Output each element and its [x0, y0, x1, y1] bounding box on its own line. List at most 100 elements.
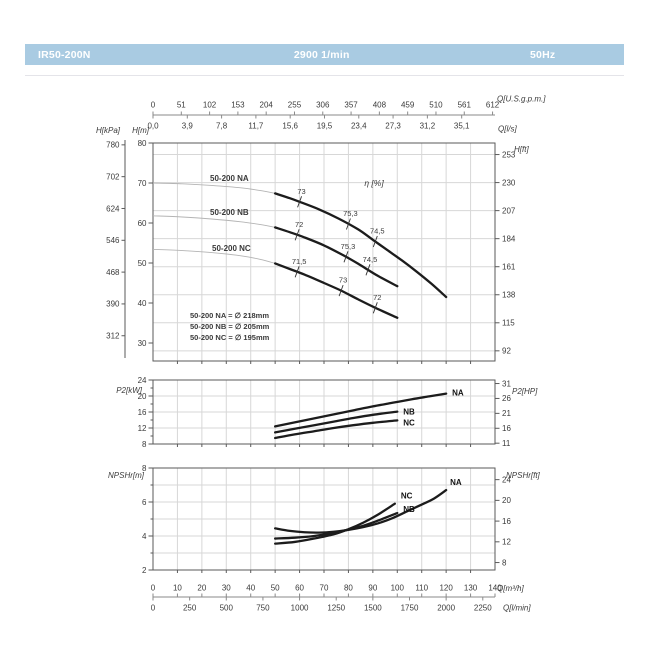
svg-text:459: 459	[401, 101, 415, 110]
svg-text:70: 70	[320, 584, 329, 593]
svg-text:60: 60	[295, 584, 304, 593]
pump-model-label: IR50-200N	[38, 48, 91, 61]
svg-text:0: 0	[151, 101, 156, 110]
svg-text:21: 21	[502, 409, 511, 418]
svg-text:612: 612	[486, 101, 500, 110]
svg-text:12: 12	[138, 424, 147, 433]
svg-text:0: 0	[151, 584, 156, 593]
svg-text:468: 468	[106, 268, 120, 277]
curve-NA: NA	[273, 389, 464, 428]
svg-text:4: 4	[142, 532, 147, 541]
svg-text:40: 40	[246, 584, 255, 593]
svg-text:27,3: 27,3	[385, 122, 401, 131]
svg-text:624: 624	[106, 204, 120, 213]
svg-text:40: 40	[138, 299, 147, 308]
curve-NC: 71,5 73 72 50-200 NC	[152, 244, 399, 319]
svg-text:50-200 NB = ∅ 205mm: 50-200 NB = ∅ 205mm	[190, 322, 270, 331]
svg-text:24: 24	[138, 376, 147, 385]
svg-text:20: 20	[502, 496, 511, 505]
svg-text:NC: NC	[401, 492, 413, 501]
svg-text:750: 750	[256, 604, 270, 613]
svg-text:390: 390	[106, 300, 120, 309]
svg-text:20: 20	[197, 584, 206, 593]
pump-frequency-label: 50Hz	[530, 48, 556, 61]
svg-text:75,3: 75,3	[343, 209, 358, 218]
svg-text:NA: NA	[450, 478, 462, 487]
svg-text:20: 20	[138, 392, 147, 401]
svg-text:31: 31	[502, 379, 511, 388]
svg-text:50: 50	[138, 259, 147, 268]
svg-text:H[ft]: H[ft]	[514, 145, 529, 154]
svg-text:92: 92	[502, 347, 511, 356]
svg-text:74,5: 74,5	[363, 255, 378, 264]
svg-text:546: 546	[106, 236, 120, 245]
svg-text:357: 357	[344, 101, 358, 110]
svg-text:306: 306	[316, 101, 330, 110]
svg-text:6: 6	[142, 498, 147, 507]
svg-text:26: 26	[502, 394, 511, 403]
head-chart: 80 70 60 50 40 30 780 702 624 546 468 390 312 253 230 2…	[96, 126, 529, 364]
svg-text:253: 253	[502, 150, 516, 159]
svg-text:120: 120	[439, 584, 453, 593]
svg-text:NPSHr[ft]: NPSHr[ft]	[506, 471, 541, 480]
svg-text:1500: 1500	[364, 604, 382, 613]
svg-text:Q[U.S.g.p.m.]: Q[U.S.g.p.m.]	[497, 95, 546, 104]
svg-text:312: 312	[106, 332, 120, 341]
svg-text:73: 73	[339, 276, 347, 285]
svg-text:184: 184	[502, 234, 516, 243]
svg-text:74,5: 74,5	[370, 227, 385, 236]
svg-text:60: 60	[138, 219, 147, 228]
svg-text:NB: NB	[403, 505, 415, 514]
svg-text:138: 138	[502, 291, 516, 300]
svg-text:8: 8	[502, 558, 507, 567]
svg-text:250: 250	[183, 604, 197, 613]
svg-text:70: 70	[138, 179, 147, 188]
svg-text:115: 115	[502, 319, 515, 328]
svg-text:H[m]: H[m]	[132, 126, 150, 135]
svg-text:50: 50	[271, 584, 280, 593]
svg-text:50-200 NC: 50-200 NC	[212, 244, 251, 253]
svg-text:90: 90	[368, 584, 377, 593]
svg-text:NB: NB	[403, 408, 415, 417]
svg-text:510: 510	[429, 101, 443, 110]
svg-text:31,2: 31,2	[420, 122, 436, 131]
svg-text:153: 153	[231, 101, 245, 110]
svg-text:10: 10	[173, 584, 182, 593]
svg-text:408: 408	[373, 101, 387, 110]
svg-text:12: 12	[502, 538, 511, 547]
x-axis-top: 0 51 102 153 204 255 306 357 408 459 510 561 612Q[U.…	[147, 95, 546, 134]
svg-text:8: 8	[142, 464, 147, 473]
svg-text:161: 161	[502, 263, 516, 272]
curve-NA: 73 75,3 74,5 50-200 NA	[152, 174, 448, 299]
svg-text:71,5: 71,5	[292, 257, 307, 266]
svg-text:H[kPa]: H[kPa]	[96, 126, 121, 135]
svg-text:0,0: 0,0	[147, 122, 159, 131]
svg-text:24: 24	[502, 475, 511, 484]
svg-text:50-200 NA: 50-200 NA	[210, 174, 249, 183]
svg-text:72: 72	[373, 293, 381, 302]
svg-text:255: 255	[288, 101, 302, 110]
svg-text:1750: 1750	[401, 604, 419, 613]
svg-text:Q[l/min]: Q[l/min]	[503, 604, 531, 613]
curve-NA: NA	[273, 478, 462, 534]
svg-text:Q[m³/h]: Q[m³/h]	[497, 584, 524, 593]
svg-text:P2[HP]: P2[HP]	[512, 387, 538, 396]
svg-text:Q[l/s]: Q[l/s]	[498, 125, 517, 134]
svg-text:72: 72	[295, 220, 303, 229]
svg-text:75,3: 75,3	[341, 242, 356, 251]
svg-text:8: 8	[142, 440, 147, 449]
svg-text:35,1: 35,1	[454, 122, 470, 131]
svg-text:30: 30	[138, 339, 147, 348]
svg-text:702: 702	[106, 172, 120, 181]
header-divider	[25, 75, 624, 76]
svg-text:23,4: 23,4	[351, 122, 367, 131]
svg-text:110: 110	[415, 584, 428, 593]
svg-text:207: 207	[502, 206, 516, 215]
svg-text:NPSHr[m]: NPSHr[m]	[108, 471, 145, 480]
curve-NB: NB	[273, 505, 415, 540]
x-axis-bottom: 0 10 20 30 40 50 60 70 80 90 100 110 120 130 140Q[m³/h…	[151, 584, 532, 613]
svg-text:561: 561	[458, 101, 472, 110]
